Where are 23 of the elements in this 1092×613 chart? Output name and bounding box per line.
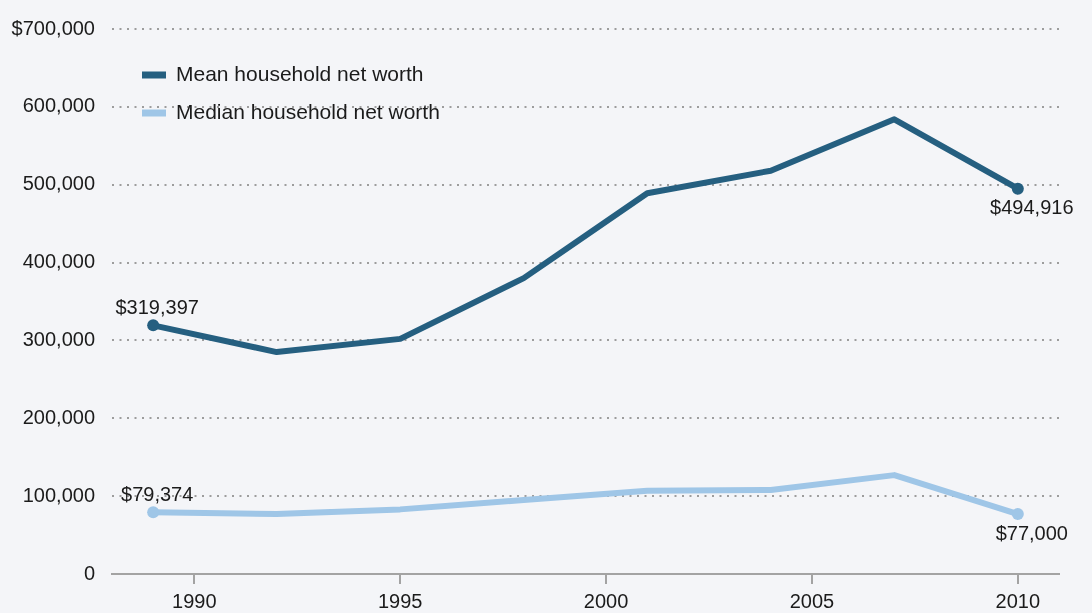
y-tick-label: 400,000 (22, 250, 95, 273)
data-label: $494,916 (990, 196, 1074, 219)
data-label: $77,000 (995, 521, 1068, 544)
x-tick-label: 2010 (995, 589, 1041, 612)
data-label: $79,374 (121, 482, 194, 505)
legend-label: Mean household net worth (176, 61, 424, 85)
y-tick-label: 300,000 (22, 327, 95, 350)
y-tick-label: $700,000 (11, 16, 95, 39)
x-tick-label: 2000 (583, 589, 629, 612)
point (1011, 508, 1024, 521)
y-tick-label: 200,000 (22, 405, 95, 428)
point (147, 319, 160, 332)
data-label: $319,397 (115, 295, 199, 318)
point (1011, 182, 1024, 195)
x-tick-label: 2005 (789, 589, 835, 612)
legend-label: Median household net worth (176, 99, 440, 123)
point (147, 506, 160, 519)
y-tick-label: 100,000 (22, 483, 95, 506)
x-tick-label: 1990 (172, 589, 217, 612)
y-tick-label: 600,000 (22, 94, 95, 117)
y-tick-label: 0 (83, 561, 95, 584)
x-tick-label: 1995 (377, 589, 423, 612)
y-tick-label: 500,000 (22, 172, 95, 195)
